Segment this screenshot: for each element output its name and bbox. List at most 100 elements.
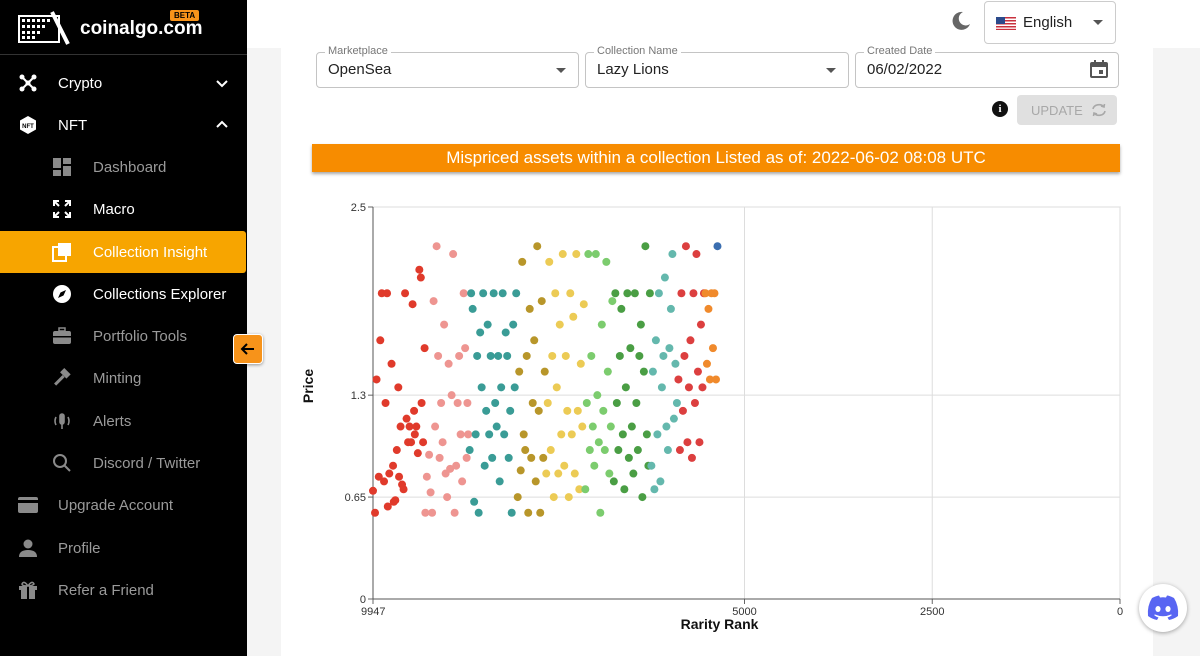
language-select[interactable]: English [984, 1, 1116, 44]
data-point [485, 430, 494, 439]
data-point [695, 438, 704, 447]
info-icon[interactable]: i [992, 101, 1008, 117]
data-point [515, 367, 524, 376]
collapse-sidebar-button[interactable] [233, 334, 263, 364]
data-point [459, 289, 468, 298]
data-point [548, 351, 557, 360]
data-point [677, 289, 686, 298]
data-point [683, 438, 692, 447]
data-point [492, 422, 501, 431]
data-point [557, 430, 566, 439]
sidebar-item-minting[interactable]: Minting [0, 357, 247, 399]
dark-mode-icon[interactable] [950, 10, 972, 32]
data-point [561, 351, 570, 360]
data-point [413, 449, 422, 458]
data-point [503, 351, 512, 360]
sidebar-item-refer-a-friend[interactable]: Refer a Friend [0, 569, 247, 611]
data-point [639, 367, 648, 376]
sidebar-item-macro[interactable]: Macro [0, 188, 247, 230]
sidebar-item-label: Refer a Friend [58, 581, 154, 599]
sidebar-divider [0, 54, 247, 55]
data-point [483, 320, 492, 329]
data-point [396, 422, 405, 431]
data-point [387, 359, 396, 368]
data-point [533, 242, 542, 251]
sidebar-item-dashboard[interactable]: Dashboard [0, 146, 247, 188]
data-point [380, 477, 389, 486]
refresh-icon [1092, 103, 1106, 117]
sidebar-item-portfolio-tools[interactable]: Portfolio Tools [0, 315, 247, 357]
data-point [412, 422, 421, 431]
data-point [582, 399, 591, 407]
sidebar-item-collections-explorer[interactable]: Collections Explorer [0, 273, 247, 315]
sidebar-item-discord-twitter[interactable]: Discord / Twitter [0, 442, 247, 484]
data-point [501, 328, 510, 337]
sidebar-item-nft[interactable]: NFT NFT [0, 104, 247, 146]
data-point [525, 304, 534, 313]
brand-logo[interactable]: coinalgo.com [18, 8, 202, 48]
beta-badge: BETA [170, 10, 200, 21]
discord-button[interactable] [1139, 584, 1187, 632]
sidebar-item-label: Collection Insight [93, 243, 208, 261]
data-point [527, 453, 536, 462]
calendar-icon[interactable] [1090, 60, 1108, 78]
marketplace-select[interactable]: Marketplace OpenSea [316, 45, 579, 88]
data-point [500, 430, 509, 439]
data-point [399, 485, 408, 494]
collection-name-value: Lazy Lions [597, 61, 669, 78]
person-icon [18, 538, 38, 558]
data-point [546, 446, 555, 455]
data-point [473, 351, 482, 360]
sidebar-item-crypto[interactable]: Crypto [0, 62, 247, 104]
data-point [633, 446, 642, 455]
data-point [464, 430, 473, 439]
created-date-field[interactable]: Created Date 06/02/2022 [855, 45, 1119, 88]
data-point [521, 446, 530, 455]
data-point [579, 300, 588, 309]
data-point [597, 320, 606, 329]
data-point [627, 422, 636, 431]
data-point [395, 472, 404, 481]
data-point [620, 485, 629, 494]
data-point [410, 406, 419, 415]
sidebar-item-label: Discord / Twitter [93, 454, 201, 472]
data-point [482, 406, 491, 415]
data-point [555, 320, 564, 329]
data-point [678, 406, 687, 415]
data-point [537, 297, 546, 306]
data-point [491, 399, 500, 407]
briefcase-icon [52, 326, 72, 346]
sidebar-item-label: Upgrade Account [58, 496, 174, 514]
sidebar: coinalgo.com BETA Crypto NFT NFT Dashboa… [0, 0, 247, 656]
data-point [671, 359, 680, 368]
data-point [662, 422, 671, 431]
data-point [437, 399, 446, 407]
data-point [410, 430, 419, 439]
collection-name-select[interactable]: Collection Name Lazy Lions [585, 45, 849, 88]
update-button[interactable]: UPDATE [1017, 95, 1117, 125]
data-point [693, 367, 702, 376]
sidebar-item-alerts[interactable]: Alerts [0, 400, 247, 442]
sidebar-item-upgrade-account[interactable]: Upgrade Account [0, 484, 247, 526]
data-point [453, 399, 462, 407]
data-point [507, 508, 516, 517]
data-point [416, 273, 425, 282]
data-point [401, 289, 410, 298]
data-point [536, 508, 545, 517]
data-point [431, 422, 440, 431]
data-point [504, 453, 513, 462]
chevron-down-icon [826, 68, 836, 73]
data-point [463, 399, 472, 407]
data-point [528, 399, 537, 407]
sidebar-item-profile[interactable]: Profile [0, 527, 247, 569]
sidebar-item-collection-insight[interactable]: Collection Insight [0, 231, 246, 273]
data-point [543, 399, 552, 407]
data-point [455, 351, 464, 360]
data-point [510, 383, 519, 392]
data-point [698, 383, 707, 392]
data-point [603, 367, 612, 376]
data-point [435, 453, 444, 462]
data-point [680, 351, 689, 360]
data-point [635, 351, 644, 360]
data-point [651, 336, 660, 345]
